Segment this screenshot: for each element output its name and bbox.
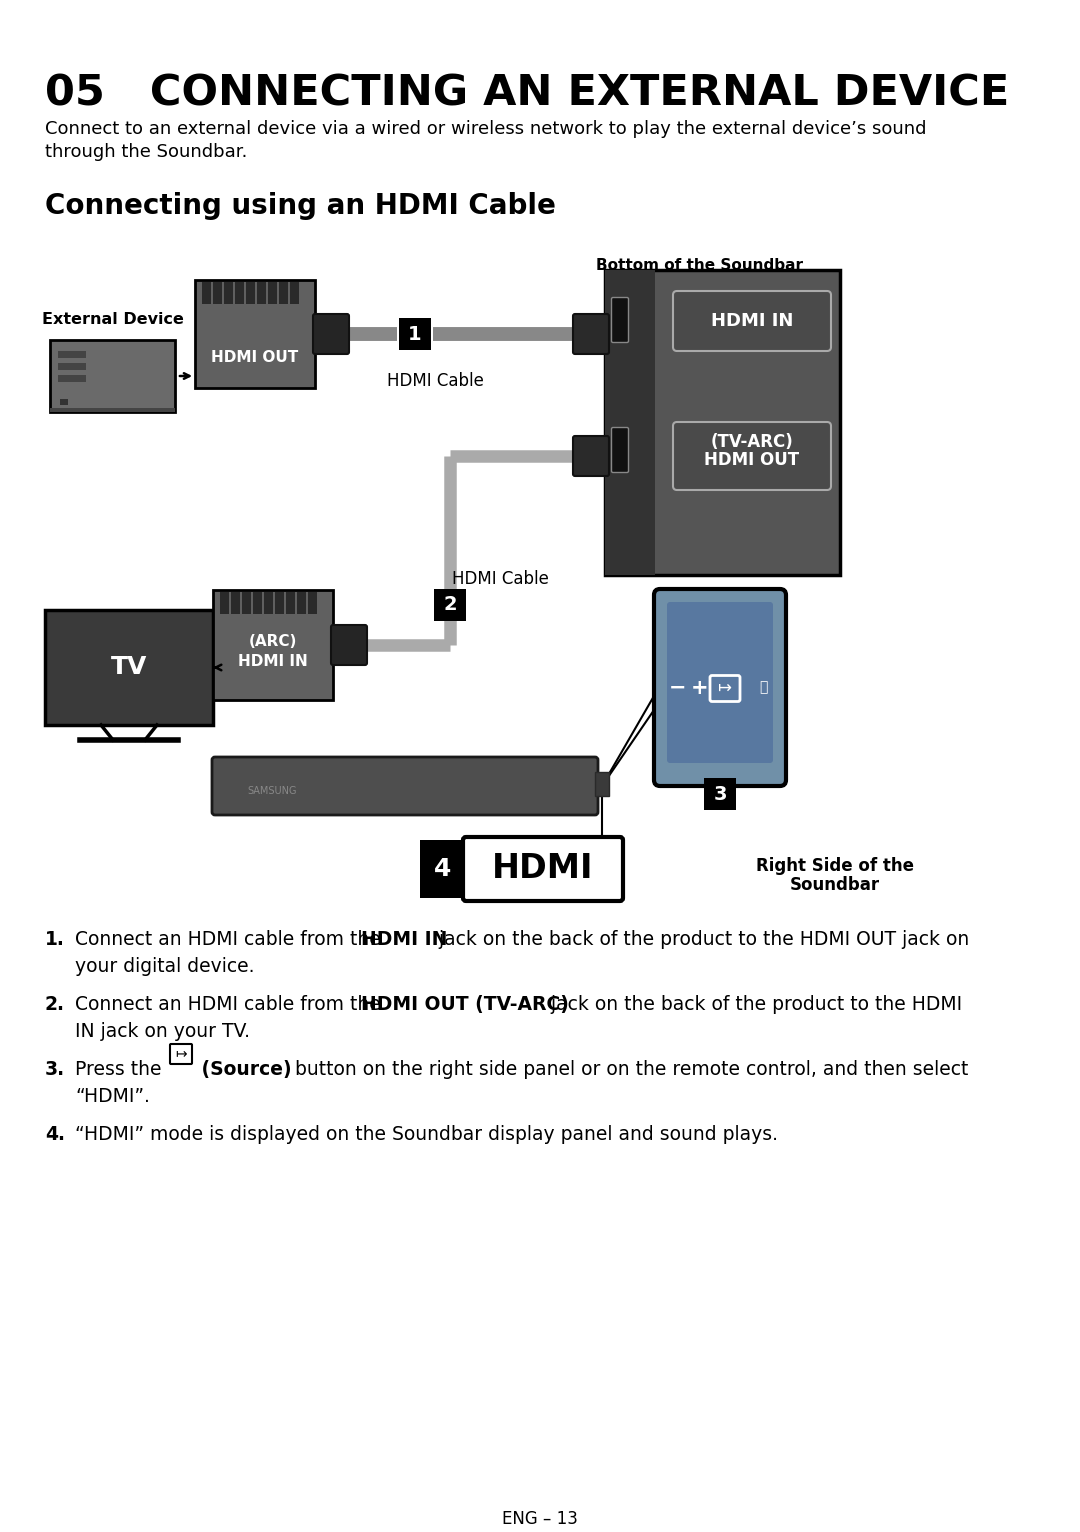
- FancyBboxPatch shape: [611, 297, 629, 343]
- Bar: [50, 340, 175, 412]
- Bar: [231, 591, 240, 614]
- Text: ↦: ↦: [175, 1046, 187, 1062]
- Text: SAMSUNG: SAMSUNG: [247, 786, 297, 797]
- Text: Connect an HDMI cable from the: Connect an HDMI cable from the: [75, 930, 387, 948]
- FancyBboxPatch shape: [313, 314, 349, 354]
- Bar: [213, 590, 333, 700]
- Bar: [58, 351, 86, 358]
- FancyBboxPatch shape: [170, 1043, 192, 1065]
- Text: button on the right side panel or on the remote control, and then select: button on the right side panel or on the…: [289, 1060, 969, 1079]
- Bar: [264, 591, 273, 614]
- Text: Soundbar: Soundbar: [789, 876, 880, 895]
- Bar: [605, 270, 654, 574]
- FancyBboxPatch shape: [463, 836, 623, 901]
- Text: 3: 3: [713, 784, 727, 803]
- Bar: [58, 363, 86, 371]
- Text: HDMI Cable: HDMI Cable: [451, 570, 549, 588]
- Text: 1.: 1.: [45, 930, 65, 948]
- Text: “HDMI”.: “HDMI”.: [75, 1088, 150, 1106]
- Bar: [220, 591, 229, 614]
- Bar: [253, 591, 262, 614]
- Bar: [279, 282, 288, 303]
- Text: jack on the back of the product to the HDMI: jack on the back of the product to the H…: [545, 994, 962, 1014]
- Bar: [268, 282, 276, 303]
- FancyBboxPatch shape: [330, 625, 367, 665]
- Text: through the Soundbar.: through the Soundbar.: [45, 142, 247, 161]
- Text: HDMI: HDMI: [492, 852, 594, 885]
- Bar: [242, 591, 251, 614]
- Text: IN jack on your TV.: IN jack on your TV.: [75, 1022, 249, 1042]
- Bar: [308, 591, 318, 614]
- Text: 2: 2: [443, 596, 457, 614]
- Text: TV: TV: [111, 656, 147, 680]
- Text: +: +: [691, 677, 708, 697]
- Text: Right Side of the: Right Side of the: [756, 856, 914, 875]
- FancyBboxPatch shape: [710, 676, 740, 702]
- Bar: [58, 375, 86, 381]
- Bar: [202, 282, 211, 303]
- Text: 2.: 2.: [45, 994, 65, 1014]
- Text: HDMI OUT (TV-ARC): HDMI OUT (TV-ARC): [361, 994, 569, 1014]
- Bar: [704, 778, 735, 810]
- Bar: [50, 408, 175, 412]
- Bar: [257, 282, 266, 303]
- Text: ENG – 13: ENG – 13: [502, 1511, 578, 1527]
- Bar: [286, 591, 295, 614]
- Text: (ARC): (ARC): [248, 634, 297, 650]
- Bar: [399, 319, 431, 349]
- Bar: [297, 591, 306, 614]
- Bar: [595, 772, 609, 797]
- Text: ⏻: ⏻: [759, 680, 767, 694]
- Text: Bottom of the Soundbar: Bottom of the Soundbar: [596, 257, 804, 273]
- Bar: [213, 282, 222, 303]
- Text: Connecting using an HDMI Cable: Connecting using an HDMI Cable: [45, 192, 556, 221]
- FancyBboxPatch shape: [573, 314, 609, 354]
- FancyBboxPatch shape: [573, 437, 609, 476]
- Text: Connect an HDMI cable from the: Connect an HDMI cable from the: [75, 994, 387, 1014]
- Text: 4.: 4.: [45, 1124, 65, 1144]
- Bar: [45, 610, 213, 725]
- Bar: [275, 591, 284, 614]
- FancyBboxPatch shape: [673, 291, 831, 351]
- FancyBboxPatch shape: [673, 421, 831, 490]
- Text: Press the: Press the: [75, 1060, 167, 1079]
- Text: 3.: 3.: [45, 1060, 65, 1079]
- Text: your digital device.: your digital device.: [75, 958, 255, 976]
- Bar: [605, 270, 840, 574]
- Text: 1: 1: [408, 325, 422, 343]
- Text: External Device: External Device: [41, 313, 184, 326]
- Bar: [195, 280, 315, 388]
- Text: HDMI IN: HDMI IN: [361, 930, 447, 948]
- Bar: [434, 588, 465, 620]
- FancyBboxPatch shape: [667, 602, 773, 763]
- Text: HDMI OUT: HDMI OUT: [704, 450, 799, 469]
- Text: “HDMI” mode is displayed on the Soundbar display panel and sound plays.: “HDMI” mode is displayed on the Soundbar…: [75, 1124, 778, 1144]
- FancyBboxPatch shape: [212, 757, 598, 815]
- Bar: [60, 398, 68, 404]
- Text: HDMI IN: HDMI IN: [238, 654, 308, 669]
- Text: HDMI IN: HDMI IN: [711, 313, 793, 329]
- Bar: [420, 840, 465, 898]
- Text: (Source): (Source): [195, 1060, 292, 1079]
- Text: 4: 4: [434, 856, 451, 881]
- Text: HDMI OUT: HDMI OUT: [212, 351, 299, 366]
- Text: jack on the back of the product to the HDMI OUT jack on: jack on the back of the product to the H…: [433, 930, 969, 948]
- Text: (TV-ARC): (TV-ARC): [711, 434, 794, 450]
- Bar: [291, 282, 299, 303]
- Text: Connect to an external device via a wired or wireless network to play the extern: Connect to an external device via a wire…: [45, 119, 927, 138]
- Text: 05   CONNECTING AN EXTERNAL DEVICE: 05 CONNECTING AN EXTERNAL DEVICE: [45, 72, 1009, 113]
- Text: −: −: [670, 677, 687, 697]
- Bar: [224, 282, 233, 303]
- Bar: [235, 282, 244, 303]
- FancyBboxPatch shape: [654, 588, 786, 786]
- Text: HDMI Cable: HDMI Cable: [387, 372, 484, 391]
- Text: ↦: ↦: [718, 679, 732, 697]
- FancyBboxPatch shape: [611, 427, 629, 472]
- Bar: [246, 282, 255, 303]
